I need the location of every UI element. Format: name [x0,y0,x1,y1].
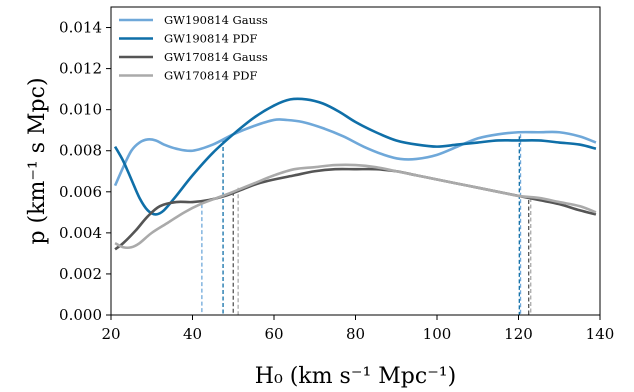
legend: GW190814 Gauss GW190814 PDF GW170814 Gauss… [119,13,268,83]
y-tick-label: 0.014 [59,19,102,37]
x-tick-label: 80 [346,325,365,343]
x-tick-label: 100 [423,325,452,343]
y-tick-label: 0.002 [59,265,102,283]
y-tick-label: 0.010 [59,101,102,119]
x-tick-label: 60 [264,325,283,343]
x-tick-label: 120 [504,325,533,343]
legend-label: GW190814 PDF [164,32,258,46]
series-lines [113,97,597,315]
legend-label: GW190814 Gauss [164,13,268,27]
x-tick-label: 20 [101,325,120,343]
series-line-0 [113,118,597,187]
y-tick-label: 0.004 [59,224,102,242]
legend-label: GW170814 Gauss [164,50,268,64]
y-tick-label: 0.008 [59,142,102,160]
x-axis-label: H₀ (km s⁻¹ Mpc⁻¹) [255,364,456,389]
legend-label: GW170814 PDF [164,69,258,83]
plot-area [113,97,597,315]
series-line-1 [113,97,597,216]
axis-ticks: 20 40 60 80 100 120 140 0.000 0.002 0.004 0.006 0.0… [59,19,614,343]
y-tick-label: 0.012 [59,60,102,78]
y-tick-label: 0.006 [59,183,102,201]
y-tick-label: 0.000 [59,306,102,324]
series-line-3 [114,163,597,250]
x-tick-label: 140 [586,325,615,343]
y-axis-label: p (km⁻¹ s Mpc) [25,77,50,244]
x-tick-label: 40 [183,325,202,343]
